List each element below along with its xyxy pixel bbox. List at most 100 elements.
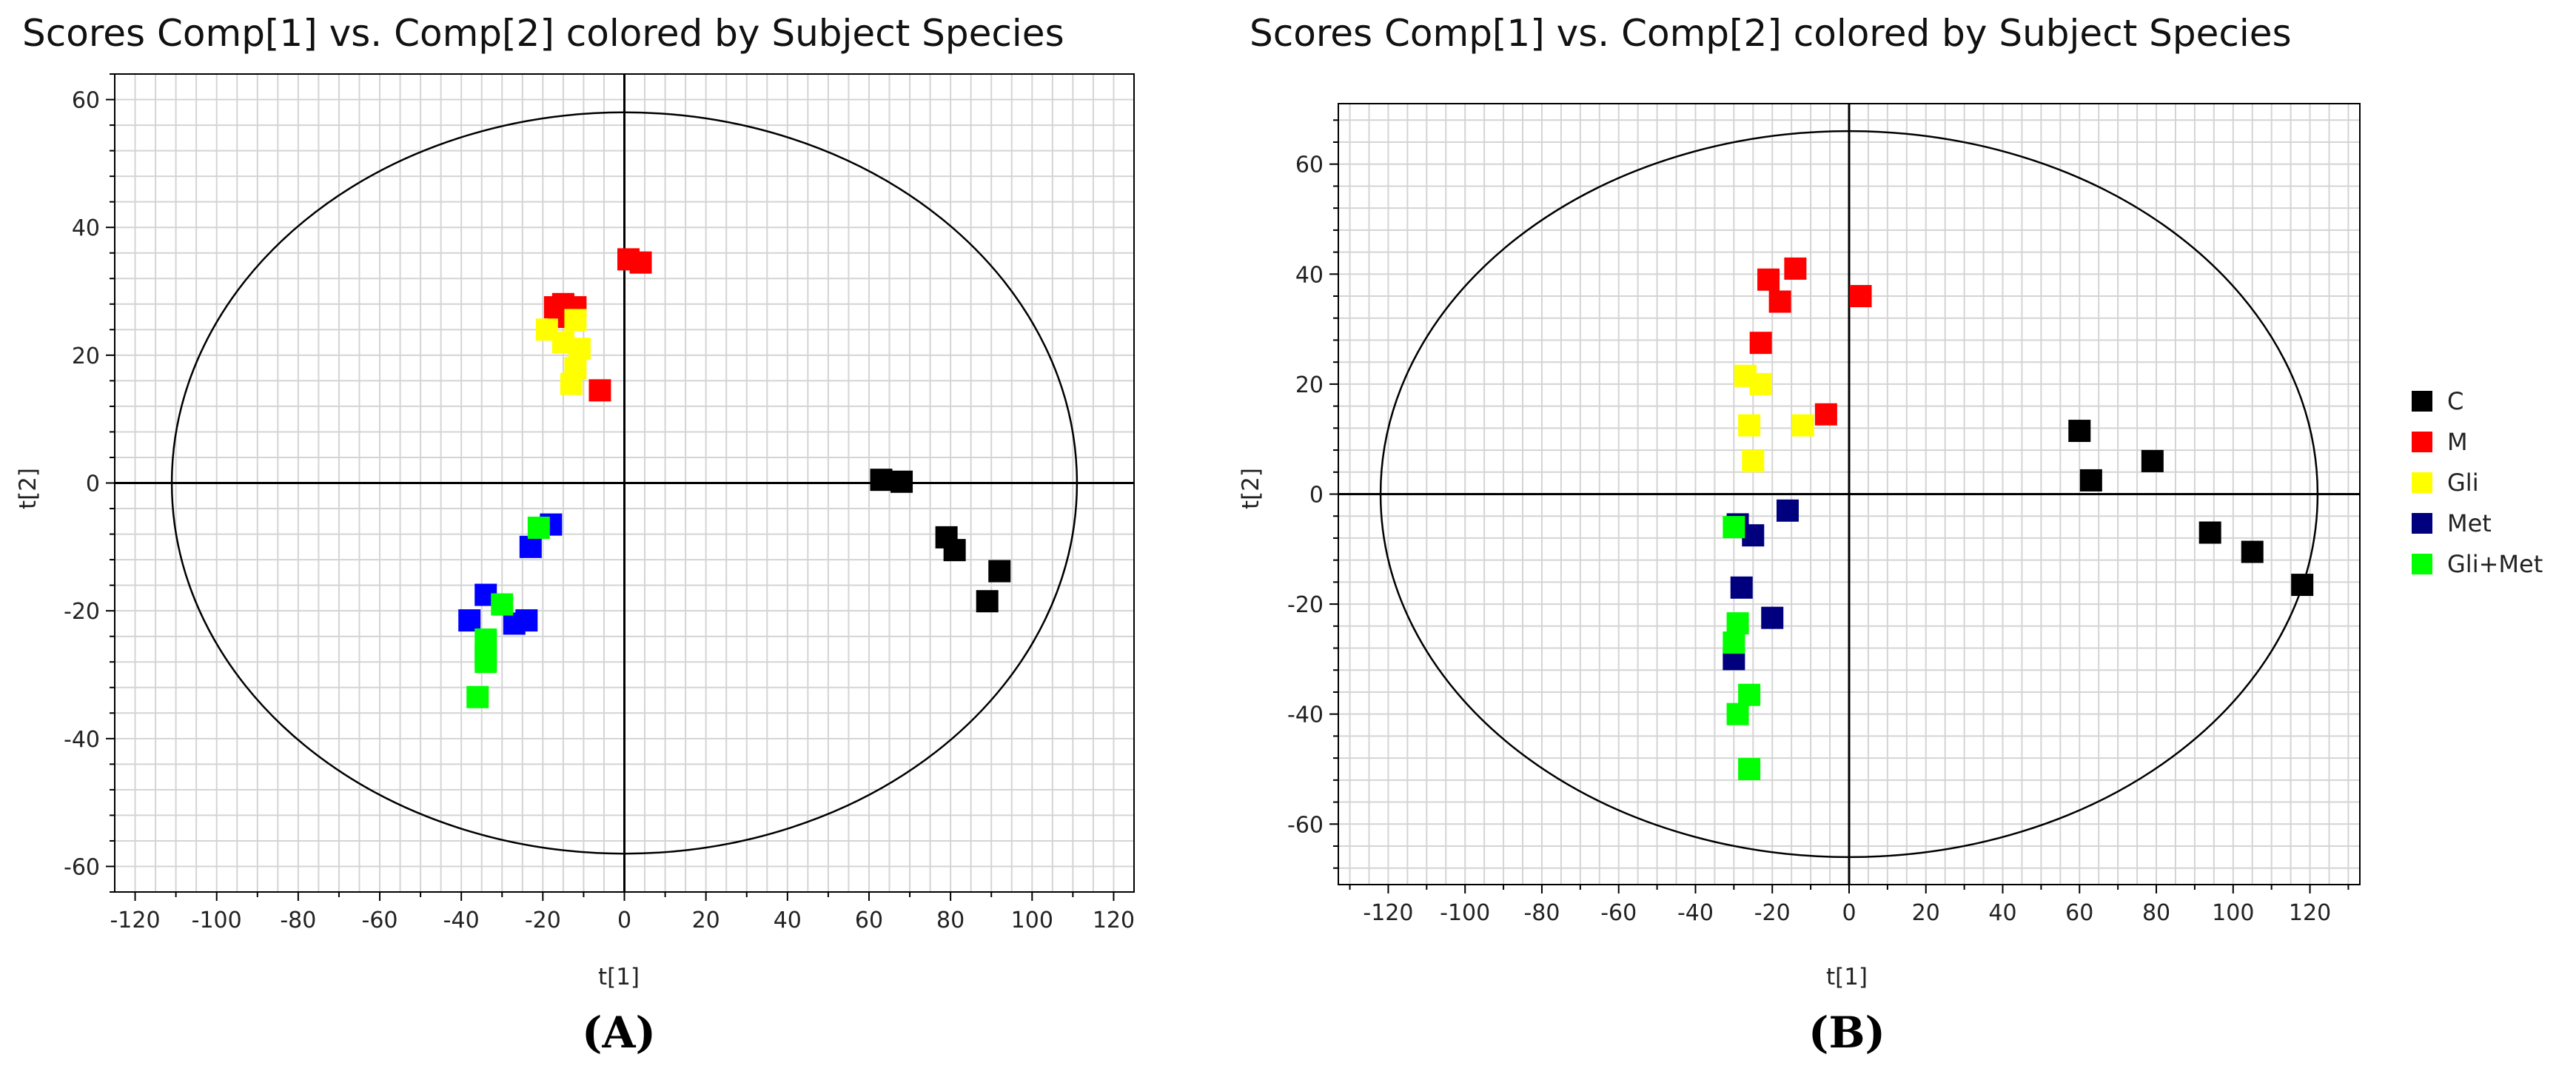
data-point <box>1738 757 1761 780</box>
x-tick-label: 40 <box>774 908 802 933</box>
legend-swatch-met <box>2412 513 2432 534</box>
x-tick-label: -40 <box>1677 900 1714 926</box>
y-tick-label: 20 <box>72 343 100 369</box>
x-tick-label: -80 <box>280 908 316 933</box>
data-point <box>976 590 999 613</box>
legend-label-gli-met: Gli+Met <box>2447 550 2543 578</box>
legend-swatch-gli-met <box>2412 554 2432 574</box>
data-point <box>1791 414 1814 437</box>
legend-swatch-c <box>2412 391 2432 412</box>
x-tick-label: -60 <box>1600 900 1637 926</box>
x-tick-label: 0 <box>1842 900 1856 926</box>
x-tick-label: -120 <box>1363 900 1413 926</box>
data-point <box>564 309 587 332</box>
data-point <box>466 685 489 708</box>
y-tick-label: 0 <box>1309 483 1324 509</box>
x-tick-label: 60 <box>855 908 883 933</box>
y-tick-label: 40 <box>1295 262 1324 288</box>
data-point <box>2141 449 2164 472</box>
data-point <box>1742 524 1765 547</box>
data-point <box>560 372 583 395</box>
data-point <box>474 651 497 674</box>
x-tick-label: -40 <box>443 908 480 933</box>
series-gli-met-b <box>1723 516 1761 780</box>
x-tick-label: 80 <box>2142 900 2170 926</box>
data-point <box>1849 285 1872 308</box>
x-tick-label: 0 <box>617 908 631 933</box>
data-point <box>1749 332 1772 355</box>
legend-label-c: C <box>2447 387 2463 415</box>
series-gli-b <box>1734 364 1814 472</box>
y-tick-label: -60 <box>64 854 100 880</box>
data-point <box>1776 499 1799 522</box>
x-tick-label: 100 <box>2212 900 2254 926</box>
x-tick-label: -60 <box>362 908 398 933</box>
data-point <box>2241 540 2264 563</box>
x-tick-label: 40 <box>1988 900 2016 926</box>
data-point <box>2198 521 2221 544</box>
data-point <box>1757 268 1780 291</box>
chart-panel-a: Scores Comp[1] vs. Comp[2] colored by Su… <box>15 12 1135 1058</box>
y-tick-label: 60 <box>1295 152 1324 178</box>
y-tick-label: 40 <box>72 215 100 241</box>
legend-swatch-gli <box>2412 472 2432 493</box>
x-tick-label: -80 <box>1523 900 1560 926</box>
data-point <box>491 593 514 616</box>
y-tick-label: 0 <box>86 472 100 497</box>
series-gli-a <box>535 309 591 395</box>
x-axis-label-a: t[1] <box>598 964 640 990</box>
x-tick-label: 120 <box>1093 908 1135 933</box>
series-c-b <box>2068 420 2314 597</box>
data-point <box>1723 631 1745 654</box>
data-point <box>2079 469 2102 492</box>
legend-swatch-m <box>2412 432 2432 452</box>
data-point <box>527 516 550 539</box>
y-tick-label: -20 <box>1287 592 1324 618</box>
x-tick-label: 120 <box>2289 900 2331 926</box>
x-tick-label: 80 <box>936 908 965 933</box>
data-point <box>1723 516 1745 539</box>
y-axis-label-b: t[2] <box>1238 468 1264 509</box>
data-point <box>1768 290 1791 313</box>
y-tick-label: -40 <box>64 727 100 753</box>
plot-area-a: -120 -100 -80 -60 -40 -20 0 20 40 60 80 100 120 -60 -4… <box>64 73 1135 933</box>
data-point <box>1738 683 1761 706</box>
data-point <box>943 539 966 562</box>
series-met-a <box>458 513 563 635</box>
series-m-a <box>543 248 652 402</box>
data-point <box>1730 576 1753 599</box>
data-point <box>568 338 591 360</box>
x-tick-label: -120 <box>110 908 160 933</box>
legend-label-met: Met <box>2447 509 2492 537</box>
panel-label-b: (B) <box>1808 1007 1885 1058</box>
series-gli-met-a <box>466 516 550 708</box>
data-point <box>1784 257 1807 280</box>
data-point <box>2068 420 2091 443</box>
data-point <box>870 469 893 492</box>
y-axis-label-a: t[2] <box>15 468 41 509</box>
data-point <box>458 609 481 632</box>
legend-label-gli: Gli <box>2447 469 2479 497</box>
x-tick-label: -20 <box>525 908 561 933</box>
x-tick-label: -100 <box>1440 900 1490 926</box>
legend: C M Gli Met Gli+Met <box>2412 387 2543 578</box>
data-point <box>588 379 611 402</box>
data-point <box>519 535 542 558</box>
legend-label-m: M <box>2447 428 2468 456</box>
data-point <box>1726 702 1749 725</box>
series-m-b <box>1749 257 1872 426</box>
chart-panel-b: Scores Comp[1] vs. Comp[2] colored by Su… <box>1238 12 2361 1058</box>
plot-area-b: -120 -100 -80 -60 -40 -20 0 20 40 60 80 100 120 -60 -4… <box>1287 103 2361 926</box>
data-point <box>515 609 538 632</box>
confidence-ellipse-b <box>1379 130 2319 859</box>
data-point <box>1738 414 1761 437</box>
y-tick-label: -40 <box>1287 702 1324 728</box>
panel-label-a: (A) <box>582 1007 656 1058</box>
data-point <box>1749 372 1772 395</box>
series-c-a <box>870 469 1011 613</box>
data-point <box>1726 612 1749 635</box>
y-tick-label: 20 <box>1295 372 1324 398</box>
confidence-ellipse-a <box>170 111 1079 855</box>
data-point <box>988 560 1011 583</box>
